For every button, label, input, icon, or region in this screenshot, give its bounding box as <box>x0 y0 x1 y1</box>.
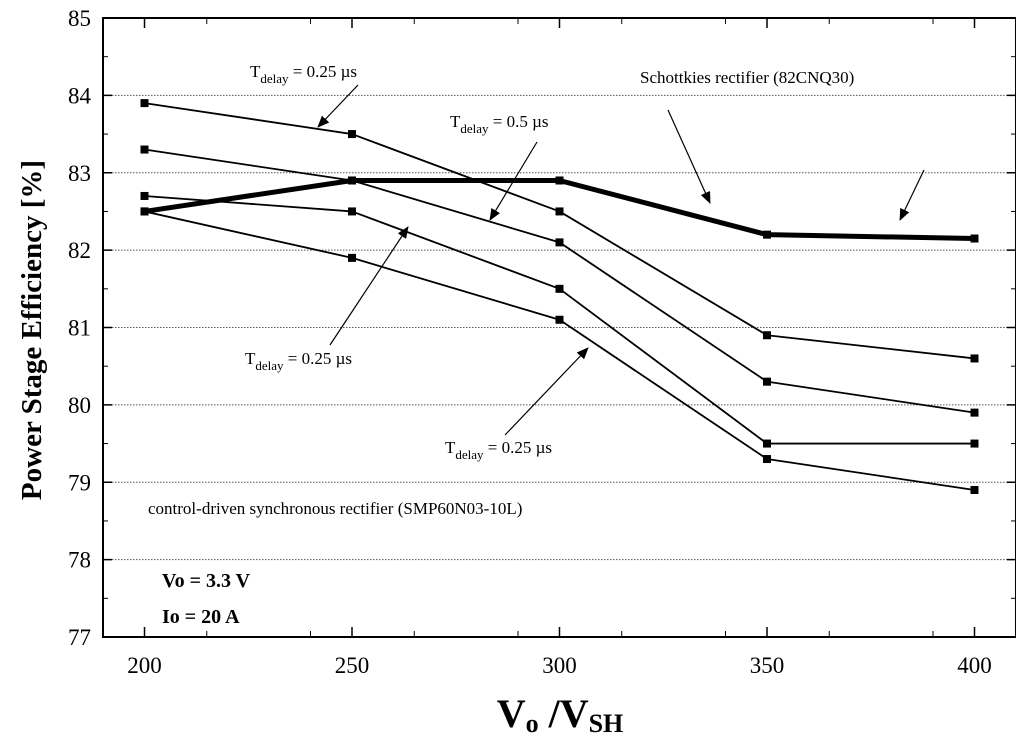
data-point <box>348 207 356 216</box>
series-line-4 <box>144 210 975 491</box>
grid-lines <box>103 94 1016 561</box>
arrow-t4 <box>504 347 589 436</box>
data-point <box>763 439 771 448</box>
data-point <box>970 234 979 243</box>
data-point <box>970 408 979 417</box>
arrow-t3 <box>329 226 409 346</box>
annotation-sync: control-driven synchronous rectifier (SM… <box>148 499 522 518</box>
data-point <box>763 455 771 464</box>
condition-io: Io = 20 A <box>162 606 240 628</box>
y-tick-label: 85 <box>68 6 91 31</box>
data-point <box>555 284 564 293</box>
data-point <box>555 315 564 324</box>
annotation-schottky: Schottkies rectifier (82CNQ30) <box>640 68 854 87</box>
arrow-schottky-1 <box>667 109 711 204</box>
y-tick-label: 83 <box>68 161 91 186</box>
axis-ticks: 77 78 79 80 81 82 83 84 85 200 250 300 350 400 <box>68 6 1016 678</box>
data-point <box>970 485 979 494</box>
annotation-t1: Tdelay = 0.25 µs <box>250 62 357 86</box>
data-point <box>555 238 564 247</box>
arrow-t2 <box>489 141 538 221</box>
y-axis-label: Power Stage Efficiency [%] <box>16 160 48 500</box>
data-point <box>140 207 149 216</box>
y-tick-label: 80 <box>68 393 91 418</box>
x-tick-label: 250 <box>335 653 370 678</box>
y-tick-label: 81 <box>68 316 91 341</box>
data-point <box>348 176 356 185</box>
y-tick-label: 79 <box>68 470 91 495</box>
x-tick-label: 200 <box>127 653 162 678</box>
series-lines <box>144 102 975 491</box>
arrow-t1 <box>317 84 359 128</box>
arrow-schottky-2 <box>899 169 925 221</box>
data-point <box>348 253 356 262</box>
x-tick-label: 350 <box>750 653 785 678</box>
data-point <box>555 207 564 216</box>
y-tick-label: 78 <box>68 548 91 573</box>
y-tick-label: 77 <box>68 625 91 650</box>
y-tick-label: 84 <box>68 83 92 108</box>
data-point <box>763 230 771 239</box>
condition-vo: Vo = 3.3 V <box>162 570 251 592</box>
annotation-arrows <box>317 84 925 436</box>
annotation-t3: Tdelay = 0.25 µs <box>245 349 352 373</box>
data-point <box>140 99 149 108</box>
x-tick-label: 400 <box>957 653 992 678</box>
x-tick-label: 300 <box>542 653 577 678</box>
data-points <box>140 99 979 494</box>
data-point <box>140 191 149 200</box>
data-point <box>970 439 979 448</box>
data-point <box>140 145 149 154</box>
annotation-t2: Tdelay = 0.5 µs <box>450 112 549 136</box>
data-point <box>970 354 979 363</box>
data-point <box>763 331 771 340</box>
series-line-2 <box>144 148 975 414</box>
x-axis-label: Vo /VSH <box>497 691 624 738</box>
annotation-t4: Tdelay = 0.25 µs <box>445 438 552 462</box>
data-point <box>763 377 771 386</box>
data-point <box>348 130 356 139</box>
y-tick-label: 82 <box>68 238 91 263</box>
data-point <box>555 176 564 185</box>
